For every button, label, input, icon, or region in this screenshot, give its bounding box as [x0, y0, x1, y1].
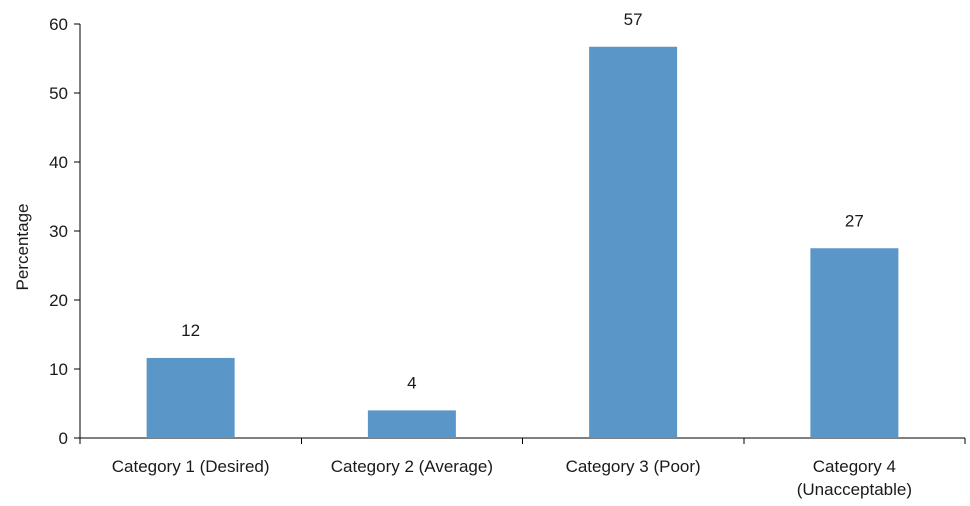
x-category-label: Category 2 (Average): [331, 457, 493, 476]
y-tick-label: 50: [49, 84, 68, 103]
y-tick-label: 20: [49, 291, 68, 310]
x-category-label: (Unacceptable): [797, 480, 912, 499]
y-tick-label: 10: [49, 360, 68, 379]
data-label: 27: [845, 211, 864, 230]
bar: [146, 357, 235, 438]
y-axis-title: Percentage: [13, 204, 32, 291]
bar: [810, 248, 899, 438]
y-tick-label: 0: [59, 429, 68, 448]
data-label: 12: [181, 321, 200, 340]
bar: [589, 46, 678, 439]
bar: [367, 410, 456, 438]
y-axis: 0 10 20 30 40 50 60: [49, 15, 81, 448]
y-tick-label: 30: [49, 222, 68, 241]
x-axis: Category 1 (Desired) Category 2 (Average)…: [79, 437, 966, 499]
x-category-label: Category 4: [813, 457, 896, 476]
x-category-label: Category 1 (Desired): [112, 457, 270, 476]
data-label: 4: [407, 373, 416, 392]
bars: [146, 46, 899, 439]
y-tick-label: 60: [49, 15, 68, 34]
y-tick-label: 40: [49, 153, 68, 172]
data-label: 57: [624, 10, 643, 29]
data-labels: 12 4 57 27: [181, 10, 864, 393]
x-category-label: Category 3 (Poor): [566, 457, 701, 476]
